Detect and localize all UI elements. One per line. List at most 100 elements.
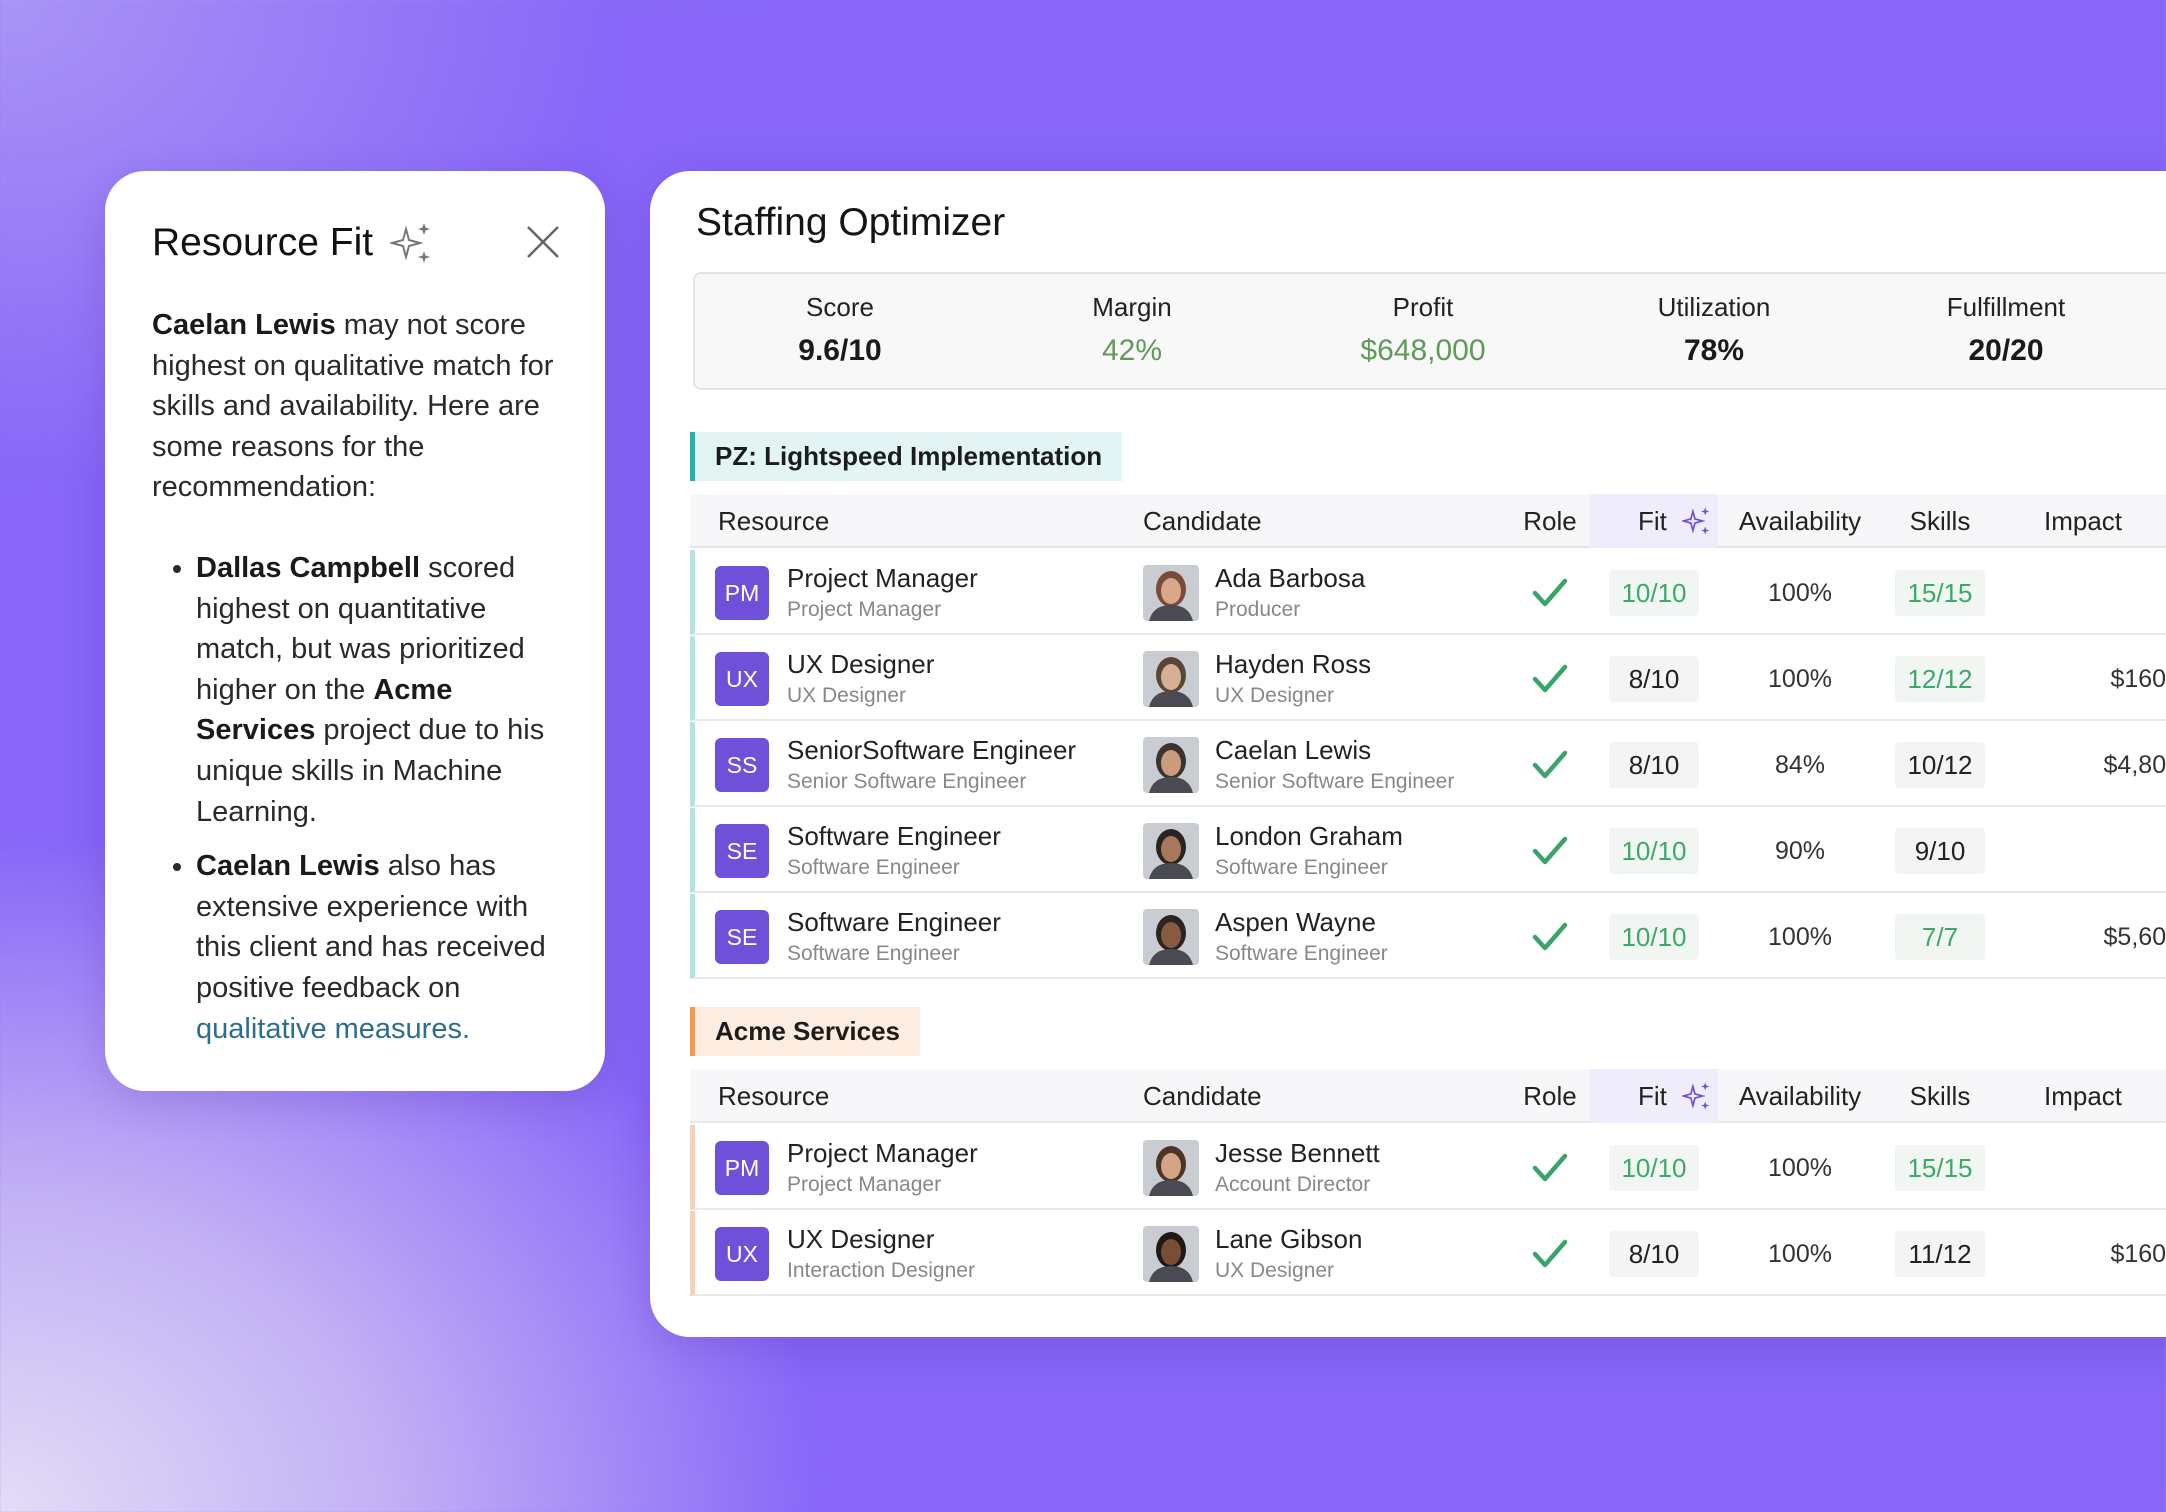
metrics-bar: Score 9.6/10 Margin 42% Profit $648,000 Utiliz… [693, 272, 2166, 390]
fit-score[interactable]: 8/10 [1609, 656, 1699, 702]
column-header-impact[interactable]: Impact [2043, 506, 2123, 536]
sparkle-icon [1680, 1081, 1712, 1116]
table-row[interactable]: SS SeniorSoftware Engineer Senior Software… [690, 722, 2166, 807]
candidate-role: UX Designer [1215, 684, 1335, 707]
candidate-role: Senior Software Engineer [1215, 770, 1455, 793]
column-header-fit[interactable]: Fit [1638, 1081, 1667, 1111]
metric-value: 78% [1683, 334, 1745, 367]
column-header-availability[interactable]: Availability [1738, 506, 1862, 536]
column-header-impact[interactable]: Impact [2043, 1081, 2123, 1111]
resource-name: Software Engineer [787, 821, 1001, 851]
metric-label: Profit [1392, 292, 1454, 322]
table-header: Resource Candidate Role Fit Availability Skil… [690, 1069, 2166, 1123]
check-icon [1532, 835, 1568, 867]
bold-name: Caelan Lewis [196, 850, 380, 883]
table-row[interactable]: UX UX Designer UX Designer Hayden Ross UX De… [690, 636, 2166, 721]
fit-score[interactable]: 10/10 [1609, 914, 1699, 960]
availability-value: 100% [1768, 1240, 1832, 1268]
page-title: Staffing Optimizer [696, 201, 1006, 244]
skills-score: 7/7 [1895, 914, 1985, 960]
body-text: scored highest on quantitative match, bu… [196, 551, 525, 706]
resource-subtitle: Project Manager [787, 1173, 942, 1196]
resource-subtitle: UX Designer [787, 684, 907, 707]
candidate-role: Software Engineer [1215, 856, 1388, 879]
resource-subtitle: Interaction Designer [787, 1259, 975, 1282]
section-tag: PZ: Lightspeed Implementation [690, 432, 1123, 481]
resource-badge: PM [715, 1141, 769, 1195]
skills-score: 15/15 [1895, 1145, 1985, 1191]
fit-score[interactable]: 8/10 [1609, 1231, 1699, 1277]
candidate-avatar [1143, 651, 1199, 707]
reason-item: Dallas Campbell scored highest on quanti… [196, 548, 572, 832]
qualitative-measures-link[interactable]: qualitative measures. [196, 1012, 471, 1045]
metric-label: Score [806, 292, 874, 322]
candidate-name[interactable]: London Graham [1215, 821, 1403, 851]
fit-score[interactable]: 10/10 [1609, 570, 1699, 616]
sparkle-icon [1680, 506, 1712, 541]
column-header-skills[interactable]: Skills [1909, 506, 1971, 536]
resource-badge: UX [715, 1227, 769, 1281]
skills-score: 15/15 [1895, 570, 1985, 616]
check-icon [1532, 663, 1568, 695]
table-row[interactable]: UX UX Designer Interaction Designer Lane Gi… [690, 1211, 2166, 1296]
resource-badge: SE [715, 824, 769, 878]
reason-item: Caelan Lewis also has extensive experien… [196, 846, 572, 1049]
column-header-candidate[interactable]: Candidate [1143, 506, 1262, 536]
fit-column-highlight [1590, 494, 1718, 548]
metric-label: Utilization [1657, 292, 1771, 322]
metric-value: 20/20 [1968, 334, 2044, 367]
metric-label: Fulfillment [1946, 292, 2066, 322]
table-row[interactable]: SE Software Engineer Software Engineer Aspe… [690, 894, 2166, 979]
candidate-name[interactable]: Aspen Wayne [1215, 907, 1376, 937]
bold-name: Caelan Lewis [152, 309, 336, 341]
panel-body: Caelan Lewis may not score highest on qu… [152, 305, 572, 1063]
availability-value: 84% [1774, 751, 1826, 779]
column-header-resource[interactable]: Resource [718, 1081, 830, 1111]
availability-value: 90% [1774, 837, 1826, 865]
resource-fit-panel: Resource Fit Caelan Lewis may not score … [105, 171, 605, 1091]
candidate-name[interactable]: Jesse Bennett [1215, 1138, 1380, 1168]
candidate-avatar [1143, 909, 1199, 965]
table-row[interactable]: PM Project Manager Project Manager Ada Barb… [690, 550, 2166, 635]
resource-subtitle: Software Engineer [787, 942, 960, 965]
fit-score[interactable]: 10/10 [1609, 1145, 1699, 1191]
candidate-name[interactable]: Hayden Ross [1215, 649, 1372, 679]
candidate-name[interactable]: Ada Barbosa [1215, 563, 1366, 593]
sparkle-icon [390, 223, 430, 263]
column-header-candidate[interactable]: Candidate [1143, 1081, 1262, 1111]
availability-value: 100% [1768, 579, 1832, 607]
impact-value: $4,800 [2103, 751, 2166, 779]
candidate-name[interactable]: Lane Gibson [1215, 1224, 1363, 1254]
resource-subtitle: Project Manager [787, 598, 942, 621]
body-text: may not score highest on qualitative mat… [152, 309, 554, 504]
candidate-role: Account Director [1215, 1173, 1371, 1196]
resource-name: UX Designer [787, 1224, 935, 1254]
table-row[interactable]: PM Project Manager Project Manager Jesse Be… [690, 1125, 2166, 1210]
impact-value: $5,600 [2103, 923, 2166, 951]
column-header-availability[interactable]: Availability [1738, 1081, 1862, 1111]
staffing-optimizer-panel: Staffing Optimizer Score 9.6/10 Margin 42% P… [650, 171, 2166, 1337]
column-header-role[interactable]: Role [1523, 506, 1577, 536]
resource-name: Project Manager [787, 1138, 978, 1168]
check-icon [1532, 1152, 1568, 1184]
column-header-fit[interactable]: Fit [1638, 506, 1667, 536]
resource-subtitle: Senior Software Engineer [787, 770, 1027, 793]
resource-badge: SS [715, 738, 769, 792]
bold-name: Dallas Campbell [196, 551, 421, 584]
column-header-skills[interactable]: Skills [1909, 1081, 1971, 1111]
close-icon[interactable] [525, 224, 561, 260]
fit-score[interactable]: 8/10 [1609, 742, 1699, 788]
skills-score: 9/10 [1895, 828, 1985, 874]
skills-score: 11/12 [1895, 1231, 1985, 1277]
section-tag: Acme Services [690, 1007, 921, 1056]
candidate-name[interactable]: Caelan Lewis [1215, 735, 1372, 765]
fit-score[interactable]: 10/10 [1609, 828, 1699, 874]
table-row[interactable]: SE Software Engineer Software Engineer Lond… [690, 808, 2166, 893]
metric-value: 42% [1101, 334, 1163, 367]
candidate-avatar [1143, 737, 1199, 793]
availability-value: 100% [1768, 1154, 1832, 1182]
column-header-role[interactable]: Role [1523, 1081, 1577, 1111]
candidate-avatar [1143, 565, 1199, 621]
column-header-resource[interactable]: Resource [718, 506, 830, 536]
resource-badge: PM [715, 566, 769, 620]
